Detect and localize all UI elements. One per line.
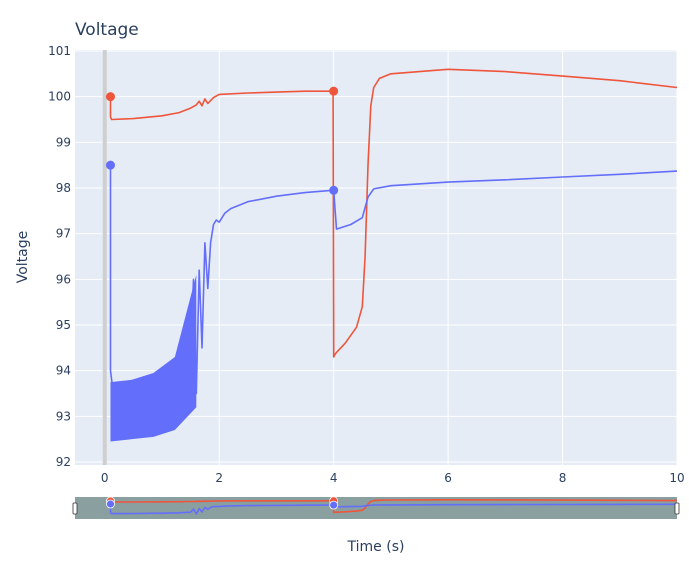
chart-title: Voltage (75, 20, 139, 40)
trace-line-bus-2 (109, 165, 678, 395)
y-tick-label: 96 (56, 272, 71, 286)
x-tick-label: 8 (559, 471, 567, 485)
range-slider-left-handle[interactable] (72, 502, 78, 515)
y-tick-label: 98 (56, 181, 71, 195)
y-tick-label: 93 (56, 409, 71, 423)
oscillation-band (110, 274, 197, 442)
x-tick-label: 6 (444, 471, 452, 485)
data-marker (329, 185, 339, 195)
y-tick-label: 95 (56, 318, 71, 332)
data-marker (106, 499, 115, 509)
range-slider-preview (106, 496, 678, 515)
range-slider-right-handle[interactable] (674, 502, 680, 515)
y-tick-label: 92 (56, 455, 71, 469)
y-tick-label: 94 (56, 364, 71, 378)
trace-line-bus-2 (109, 503, 678, 515)
x-tick-label: 0 (101, 471, 109, 485)
y-tick-label: 101 (48, 44, 71, 58)
x-axis-ticks: 0 2 4 6 8 10 (101, 471, 685, 485)
y-axis-title: Voltage (15, 231, 31, 284)
y-tick-label: 100 (48, 90, 71, 104)
x-tick-label: 2 (215, 471, 223, 485)
x-tick-label: 4 (330, 471, 338, 485)
range-slider[interactable] (72, 496, 680, 519)
y-tick-label: 99 (56, 135, 71, 149)
x-axis-title: Time (s) (347, 539, 405, 555)
data-marker (105, 160, 115, 170)
range-slider-track (75, 497, 677, 519)
data-marker (329, 500, 339, 510)
y-axis-ticks: 92 93 94 95 96 97 98 99 100 101 (48, 44, 71, 469)
data-marker (105, 92, 115, 102)
vertical-marker-line (102, 50, 107, 465)
y-tick-label: 97 (56, 227, 71, 241)
traces (105, 68, 678, 442)
data-marker (329, 86, 339, 96)
x-tick-label: 10 (669, 471, 684, 485)
